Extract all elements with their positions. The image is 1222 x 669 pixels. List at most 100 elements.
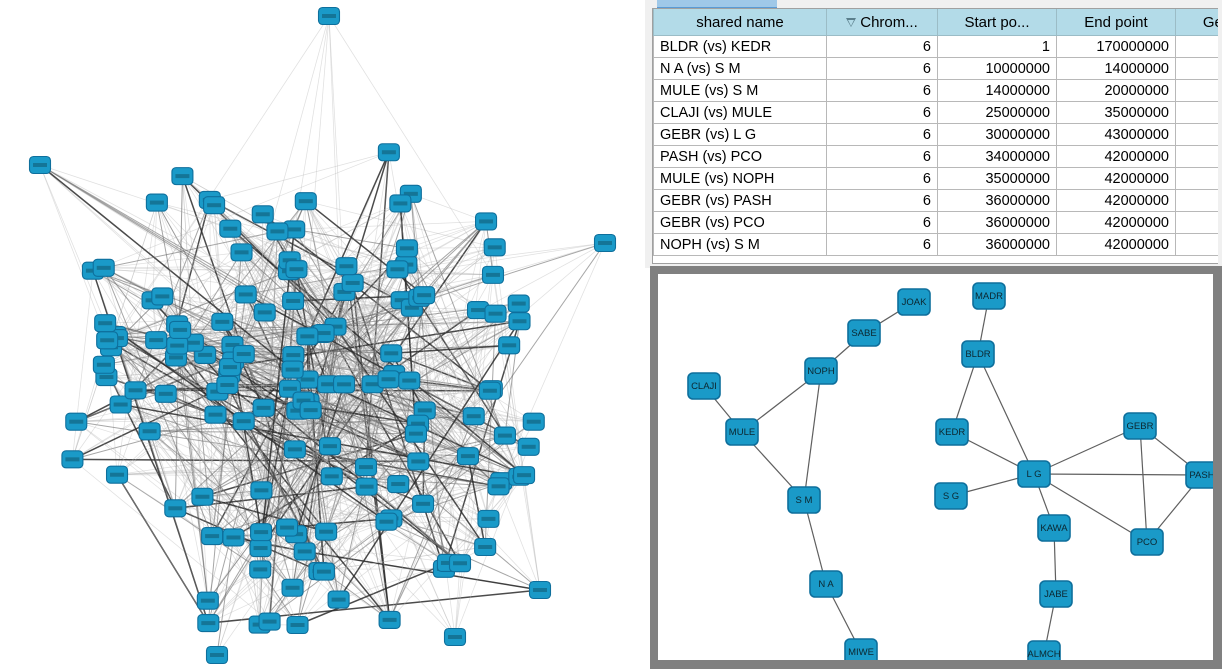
network-node[interactable]: BLDR bbox=[961, 340, 995, 368]
table-row[interactable]: NOPH (vs) S M636000000420000009.9 bbox=[653, 233, 1218, 256]
network-node[interactable] bbox=[507, 294, 530, 313]
network-edge[interactable] bbox=[176, 229, 295, 325]
network-edge[interactable] bbox=[92, 270, 294, 356]
network-edge[interactable] bbox=[303, 400, 387, 522]
network-node[interactable] bbox=[281, 578, 304, 597]
column-header-end_point[interactable]: End point bbox=[1056, 9, 1176, 36]
cell-start_point[interactable]: 34000000 bbox=[937, 145, 1057, 168]
network-node[interactable] bbox=[285, 260, 308, 279]
network-edge[interactable] bbox=[209, 199, 353, 284]
network-edge[interactable] bbox=[325, 264, 407, 532]
network-edge[interactable] bbox=[418, 461, 499, 487]
network-node[interactable] bbox=[407, 452, 430, 471]
network-edge[interactable] bbox=[1033, 473, 1148, 543]
network-edge[interactable] bbox=[207, 271, 290, 601]
network-edge[interactable] bbox=[289, 388, 489, 520]
network-edge[interactable] bbox=[149, 430, 416, 435]
network-edge[interactable] bbox=[263, 407, 327, 532]
network-edge[interactable] bbox=[176, 345, 327, 533]
network-node[interactable] bbox=[65, 412, 88, 431]
network-edge[interactable] bbox=[182, 175, 474, 417]
network-node[interactable] bbox=[413, 286, 436, 305]
network-edge[interactable] bbox=[176, 345, 209, 601]
network-edge[interactable] bbox=[484, 313, 497, 548]
network-edge[interactable] bbox=[410, 193, 487, 222]
network-edge[interactable] bbox=[335, 326, 445, 570]
network-node[interactable] bbox=[252, 398, 275, 417]
cell-end_point[interactable]: 170000000 bbox=[1056, 35, 1176, 58]
network-node[interactable] bbox=[109, 395, 132, 414]
column-header-chromosome[interactable]: Chrom... bbox=[826, 9, 938, 36]
column-header-genetic[interactable]: Genetic... bbox=[1175, 9, 1218, 36]
node-shape[interactable] bbox=[809, 570, 843, 598]
network-edge[interactable] bbox=[116, 449, 295, 476]
network-edge[interactable] bbox=[92, 270, 233, 346]
network-edge[interactable] bbox=[366, 388, 493, 487]
cell-end_point[interactable]: 42000000 bbox=[1056, 145, 1176, 168]
cell-genetic[interactable]: 6.6 bbox=[1175, 57, 1218, 80]
network-edge[interactable] bbox=[120, 404, 392, 519]
cell-shared_name[interactable]: GEBR (vs) PASH bbox=[653, 189, 827, 212]
network-edge[interactable] bbox=[423, 295, 445, 569]
node-shape[interactable] bbox=[1123, 412, 1157, 440]
cell-genetic[interactable]: 10.5 bbox=[1175, 167, 1218, 190]
network-edge[interactable] bbox=[202, 373, 395, 498]
network-edge[interactable] bbox=[241, 252, 499, 487]
network-node[interactable] bbox=[283, 440, 306, 459]
network-edge[interactable] bbox=[406, 264, 479, 311]
network-node[interactable] bbox=[145, 193, 168, 212]
network-edge[interactable] bbox=[319, 546, 486, 572]
node-shape[interactable] bbox=[972, 282, 1006, 310]
network-edge[interactable] bbox=[269, 390, 491, 622]
cell-start_point[interactable]: 14000000 bbox=[937, 79, 1057, 102]
network-node[interactable] bbox=[341, 273, 364, 293]
network-edge[interactable] bbox=[264, 312, 425, 411]
network-edge[interactable] bbox=[104, 322, 262, 491]
network-edge[interactable] bbox=[325, 264, 407, 532]
network-edge[interactable] bbox=[260, 568, 444, 570]
network-edge[interactable] bbox=[389, 389, 493, 621]
table-row[interactable]: MULE (vs) S M614000000200000007.5 bbox=[653, 79, 1218, 102]
network-edge[interactable] bbox=[103, 307, 412, 366]
network-edge[interactable] bbox=[261, 489, 486, 548]
network-node[interactable] bbox=[493, 426, 516, 445]
node-shape[interactable] bbox=[804, 357, 838, 385]
network-edge[interactable] bbox=[346, 265, 529, 448]
network-node[interactable]: PASH bbox=[1185, 461, 1213, 489]
network-edge[interactable] bbox=[352, 282, 392, 519]
main-network-graph[interactable] bbox=[0, 0, 645, 669]
network-edge[interactable] bbox=[294, 448, 499, 487]
network-edge[interactable] bbox=[175, 507, 489, 520]
cell-start_point[interactable]: 1 bbox=[937, 35, 1057, 58]
network-edge[interactable] bbox=[410, 193, 445, 569]
network-edge[interactable] bbox=[264, 291, 345, 313]
network-node[interactable] bbox=[315, 522, 338, 541]
network-node[interactable] bbox=[456, 447, 480, 466]
network-node[interactable] bbox=[375, 512, 398, 531]
network-edge[interactable] bbox=[329, 193, 412, 447]
cell-chromosome[interactable]: 6 bbox=[826, 189, 938, 212]
network-edge[interactable] bbox=[409, 320, 520, 381]
sort-descending-icon[interactable] bbox=[846, 17, 857, 27]
network-node[interactable]: MADR bbox=[972, 282, 1006, 310]
network-edge[interactable] bbox=[106, 339, 390, 621]
network-edge[interactable] bbox=[175, 508, 298, 626]
network-node[interactable] bbox=[197, 614, 220, 633]
network-edge[interactable] bbox=[260, 521, 387, 570]
network-node[interactable] bbox=[166, 336, 189, 355]
network-edge[interactable] bbox=[406, 246, 495, 249]
network-edge[interactable] bbox=[344, 291, 387, 522]
network-edge[interactable] bbox=[216, 380, 410, 656]
table-row[interactable]: GEBR (vs) PASH636000000420000008.9 bbox=[653, 189, 1218, 212]
cell-end_point[interactable]: 42000000 bbox=[1056, 211, 1176, 234]
network-edge[interactable] bbox=[292, 476, 333, 588]
network-node[interactable] bbox=[250, 523, 273, 542]
network-node[interactable] bbox=[219, 219, 242, 238]
network-edge[interactable] bbox=[229, 366, 419, 463]
network-node[interactable] bbox=[222, 528, 245, 547]
network-node[interactable]: NOPH bbox=[804, 357, 838, 385]
network-node[interactable] bbox=[293, 542, 316, 561]
cell-chromosome[interactable]: 6 bbox=[826, 35, 938, 58]
network-edge[interactable] bbox=[115, 334, 294, 356]
cell-end_point[interactable]: 42000000 bbox=[1056, 233, 1176, 256]
